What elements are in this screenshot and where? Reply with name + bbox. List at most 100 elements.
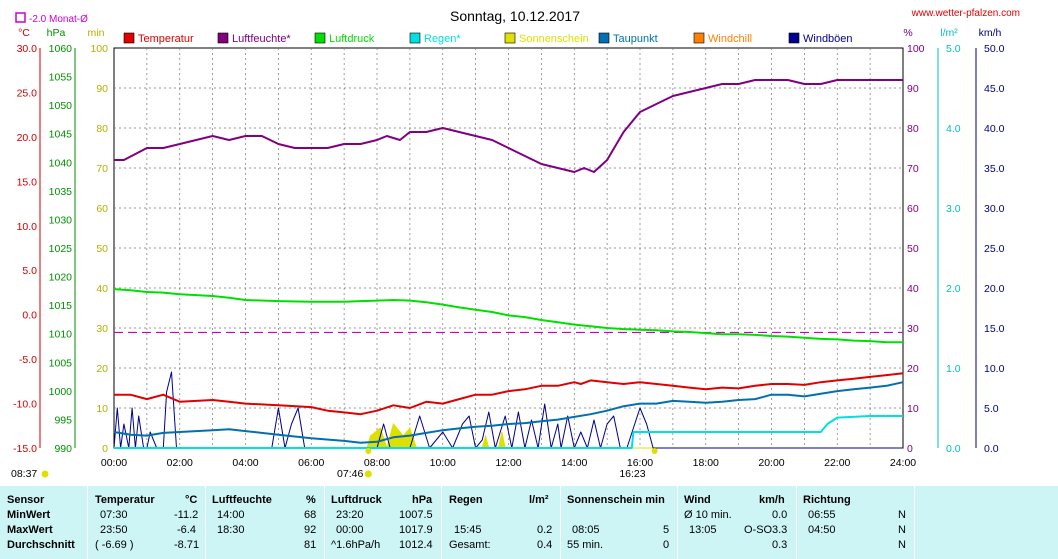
tick-kmh: 30.0: [984, 203, 1005, 215]
tick-temp: 0.0: [22, 310, 37, 322]
tick-min: 0: [102, 443, 108, 455]
site-link[interactable]: www.wetter-pfalzen.com: [911, 8, 1020, 19]
unit-rain: l/m²: [940, 27, 958, 39]
temperature-series: [114, 372, 904, 416]
dir-min-time: 06:55: [808, 509, 836, 521]
unit-min: min: [88, 27, 105, 39]
tick-min: 30: [96, 323, 108, 335]
sensor-max: MaxWert: [7, 524, 53, 536]
legend-swatch-dewpoint: [598, 32, 610, 44]
tick-min: 40: [96, 283, 108, 295]
wind-max-val: 3.3: [772, 524, 788, 536]
sensor-avg: Durchschnitt: [7, 539, 75, 551]
sunrise-time: 07:46: [337, 468, 363, 480]
tick-x: 04:00: [232, 457, 258, 469]
tick-pct: 100: [907, 43, 925, 55]
tick-kmh: 40.0: [984, 123, 1005, 135]
rain-series: [114, 415, 903, 449]
tick-x: 24:00: [890, 457, 916, 469]
tick-x: 08:00: [364, 457, 390, 469]
tick-hpa: 1035: [49, 186, 73, 198]
tick-temp: -15.0: [13, 443, 37, 455]
legend-label-temperature: Temperatur: [138, 33, 194, 45]
sun-header: Sonnenschein min: [567, 494, 665, 506]
tick-x: 12:00: [495, 457, 521, 469]
sunset-time: 16:23: [619, 468, 645, 480]
temp-max-val: -6.4: [177, 524, 196, 536]
tick-x: 16:00: [627, 457, 653, 469]
tick-x: 00:00: [101, 457, 127, 469]
wind-min-val: 0.0: [772, 509, 788, 521]
unit-hpa: hPa: [47, 27, 66, 39]
tick-temp: 10.0: [17, 221, 38, 233]
tick-kmh: 25.0: [984, 243, 1005, 255]
legend-label-pressure: Luftdruck: [329, 33, 375, 45]
rain-avg-val: 0.4: [537, 539, 553, 551]
series: [113, 79, 904, 450]
unit-kmh: km/h: [979, 27, 1002, 39]
tick-min: 60: [96, 203, 108, 215]
tick-temp: 15.0: [17, 176, 38, 188]
sun-max-val: 5: [663, 524, 670, 536]
tick-min: 80: [96, 123, 108, 135]
temp-min-time: 07:30: [100, 509, 128, 521]
sunrise-icon: [364, 470, 372, 478]
stats-table: Sensor MinWert MaxWert Durchschnitt Temp…: [0, 486, 1058, 559]
dir-min-val: N: [898, 509, 906, 521]
legend-label-humidity: Luftfeuchte*: [232, 33, 291, 45]
tick-temp: -10.0: [13, 399, 37, 411]
tick-temp: 25.0: [17, 87, 38, 99]
dir-header: Richtung: [803, 494, 851, 506]
legend-label-rain: Regen*: [424, 33, 461, 45]
month-avg-swatch: [15, 12, 26, 23]
tick-pct: 10: [907, 403, 919, 415]
wind-avg-val: 0.3: [772, 539, 788, 551]
wind-max-dir: O-SO: [744, 524, 773, 536]
tick-hpa: 990: [54, 443, 72, 455]
tick-x: 18:00: [693, 457, 719, 469]
tick-min: 50: [96, 243, 108, 255]
wind-header: Wind: [684, 494, 711, 506]
hum-unit: %: [306, 494, 316, 506]
unit-pct: %: [903, 27, 912, 39]
tick-x: 06:00: [298, 457, 324, 469]
tick-x: 02:00: [167, 457, 193, 469]
legend-swatch-gusts: [788, 32, 800, 44]
dewpoint-series: [113, 381, 904, 444]
tick-kmh: 5.0: [984, 403, 999, 415]
legend: Temperatur Luftfeuchte* Luftdruck Regen* Son…: [123, 32, 853, 45]
tick-hpa: 1020: [49, 272, 73, 284]
tick-temp: 30.0: [17, 43, 38, 55]
press-unit: hPa: [412, 494, 433, 506]
hum-max-val: 92: [304, 524, 317, 536]
legend-swatch-rain: [409, 32, 421, 44]
temp-max-time: 23:50: [100, 524, 128, 536]
tick-rain: 4.0: [946, 123, 961, 135]
tick-pct: 0: [907, 443, 913, 455]
chart-title: Sonntag, 10.12.2017: [450, 8, 580, 24]
sensor-header: Sensor: [7, 494, 45, 506]
tick-temp: 20.0: [17, 132, 38, 144]
sun-avg-val: 0: [663, 539, 670, 551]
sun-max-time: 08:05: [572, 524, 600, 536]
tick-hpa: 1005: [49, 357, 73, 369]
legend-swatch-sunshine: [504, 32, 516, 44]
legend-label-sunshine: Sonnenschein: [519, 33, 589, 45]
hum-min-time: 14:00: [217, 509, 245, 521]
tick-pct: 50: [907, 243, 919, 255]
pressure-series: [113, 288, 903, 344]
axes: -15.0 -10.0 -5.0 0.0 5.0 10.0 15.0 20.0 25.0 30.0…: [11, 27, 1005, 480]
hum-min-val: 68: [304, 509, 317, 521]
hum-max-time: 18:30: [217, 524, 245, 536]
tick-rain: 0.0: [946, 443, 961, 455]
hum-header: Luftfeuchte: [212, 494, 272, 506]
wind-min-label: Ø 10 min.: [684, 509, 732, 521]
temp-min-val: -11.2: [174, 509, 199, 521]
tick-hpa: 1025: [49, 243, 73, 255]
tick-min: 70: [96, 163, 108, 175]
tick-x: 14:00: [561, 457, 587, 469]
tick-hpa: 1060: [49, 43, 73, 55]
tick-pct: 70: [907, 163, 919, 175]
legend-swatch-humidity: [217, 32, 229, 44]
tick-min: 100: [90, 43, 108, 55]
